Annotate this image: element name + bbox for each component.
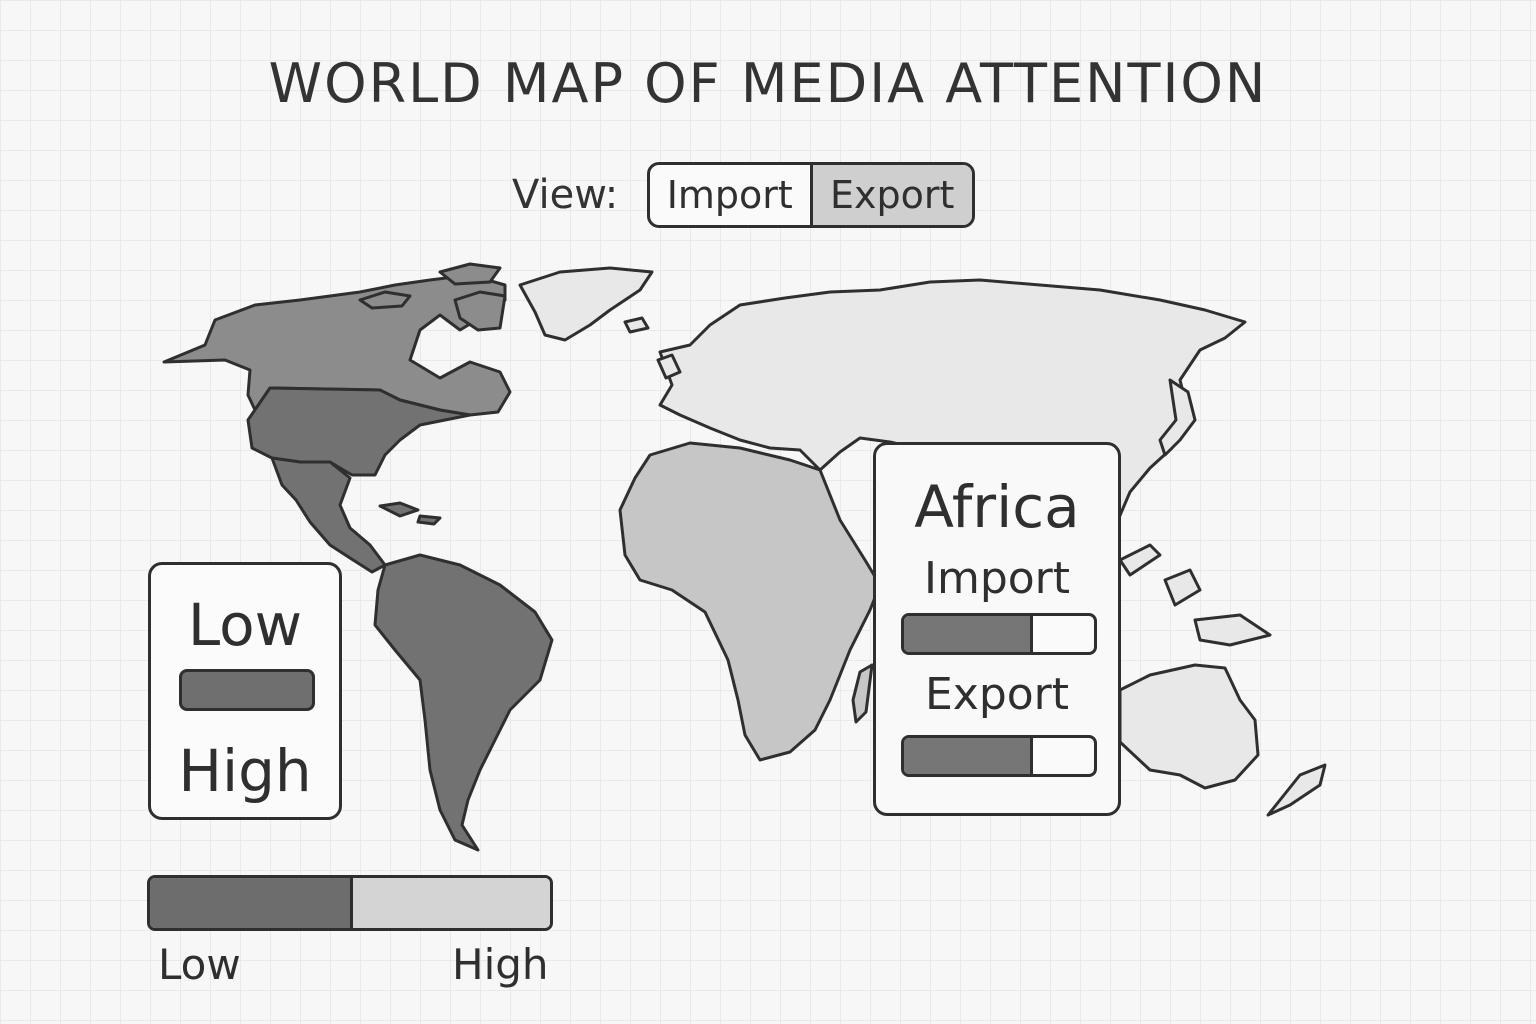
card-region-name: Africa: [914, 473, 1080, 541]
scale-low-label: Low: [158, 940, 241, 989]
region-arctic-islands-2[interactable]: [453, 290, 507, 332]
region-united-states[interactable]: [246, 386, 472, 477]
card-export-label: Export: [924, 669, 1070, 720]
page-title: WORLD MAP OF MEDIA ATTENTION: [268, 52, 1268, 115]
region-greenland[interactable]: [518, 266, 654, 342]
region-caribbean-2[interactable]: [416, 514, 442, 526]
card-import-bar: [901, 613, 1097, 655]
view-label: View:: [512, 172, 619, 218]
region-britain[interactable]: [656, 353, 682, 380]
region-japan[interactable]: [1158, 378, 1197, 457]
scale-segment-high: [353, 878, 550, 928]
view-toggle[interactable]: Import Export: [647, 162, 975, 228]
region-africa[interactable]: [618, 441, 882, 762]
region-new-zealand[interactable]: [1266, 763, 1327, 817]
region-sumatra[interactable]: [1118, 543, 1162, 577]
region-borneo[interactable]: [1163, 568, 1202, 607]
color-scale-bar: [147, 875, 553, 931]
region-arctic-islands[interactable]: [358, 290, 412, 310]
region-caribbean[interactable]: [378, 501, 420, 518]
region-south-america[interactable]: [373, 553, 554, 852]
legend-box: Low High: [148, 562, 342, 820]
scale-high-label: High: [452, 940, 549, 989]
legend-low-label: Low: [187, 591, 303, 659]
region-iceland[interactable]: [623, 316, 650, 334]
legend-high-label: High: [178, 737, 312, 805]
region-australia[interactable]: [1118, 663, 1260, 790]
card-import-bar-fill: [904, 616, 1034, 652]
legend-swatch: [179, 669, 315, 711]
view-option-export[interactable]: Export: [812, 165, 972, 225]
card-export-bar: [901, 735, 1097, 777]
card-import-label: Import: [923, 553, 1071, 604]
card-export-bar-fill: [904, 738, 1034, 774]
view-option-import[interactable]: Import: [650, 165, 813, 225]
region-madagascar[interactable]: [851, 663, 874, 724]
region-info-card: Africa Import Export: [873, 442, 1121, 816]
scale-segment-low: [150, 878, 353, 928]
region-new-guinea[interactable]: [1193, 613, 1272, 647]
region-arctic-islands-3[interactable]: [438, 262, 502, 286]
